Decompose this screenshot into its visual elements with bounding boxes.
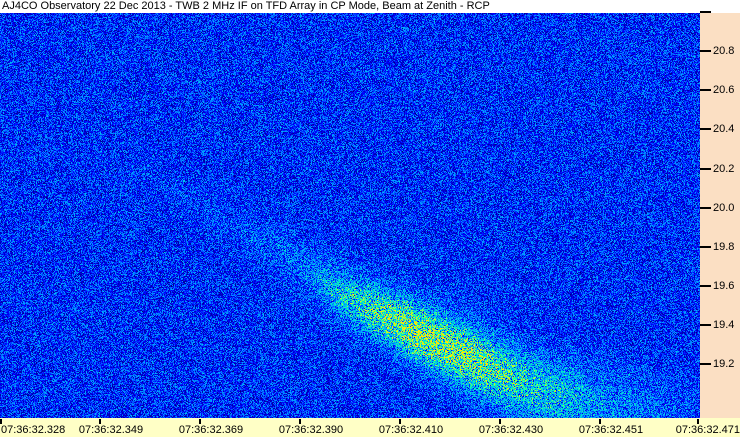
- spectrogram-canvas: [0, 13, 700, 418]
- footer-strip: [0, 437, 740, 441]
- freq-tick-label: 20.2: [713, 163, 735, 175]
- time-tick-label: 07:36:32.410: [378, 424, 444, 436]
- freq-tick-label: 20.0: [713, 202, 735, 214]
- time-tick: [99, 419, 101, 424]
- time-tick: [0, 419, 2, 424]
- time-tick-label: 07:36:32.451: [578, 424, 644, 436]
- freq-tick-label: 20.8: [713, 45, 735, 57]
- freq-tick: [700, 207, 711, 209]
- freq-tick: [700, 363, 711, 365]
- freq-tick-label: 20.4: [713, 123, 735, 135]
- time-tick-label: 07:36:32.390: [278, 424, 344, 436]
- time-tick: [399, 419, 401, 424]
- freq-tick: [700, 11, 711, 13]
- time-tick-label: 07:36:32.349: [78, 424, 144, 436]
- time-tick: [299, 419, 301, 424]
- freq-tick-label: 19.4: [713, 319, 735, 331]
- time-tick-label: 07:36:32.430: [478, 424, 544, 436]
- time-tick: [499, 419, 501, 424]
- window-title: AJ4CO Observatory 22 Dec 2013 - TWB 2 MH…: [2, 0, 490, 12]
- freq-tick: [700, 128, 711, 130]
- time-tick-label: 07:36:32.369: [178, 424, 244, 436]
- freq-tick: [700, 89, 711, 91]
- title-bar: AJ4CO Observatory 22 Dec 2013 - TWB 2 MH…: [0, 0, 740, 13]
- freq-tick: [700, 168, 711, 170]
- time-axis-panel: [0, 418, 740, 437]
- freq-tick-label: 19.2: [713, 358, 735, 370]
- time-tick: [199, 419, 201, 424]
- freq-tick: [700, 50, 711, 52]
- freq-tick: [700, 285, 711, 287]
- freq-tick-label: 20.6: [713, 84, 735, 96]
- freq-tick: [700, 246, 711, 248]
- time-tick-label: 07:36:32.471: [675, 424, 740, 436]
- freq-tick-label: 19.8: [713, 241, 735, 253]
- time-tick: [599, 419, 601, 424]
- time-tick: [697, 419, 699, 424]
- time-tick-label: 07:36:32.328: [1, 424, 66, 436]
- freq-tick-label: 19.6: [713, 280, 735, 292]
- freq-tick: [700, 324, 711, 326]
- frequency-axis-panel: [700, 13, 740, 418]
